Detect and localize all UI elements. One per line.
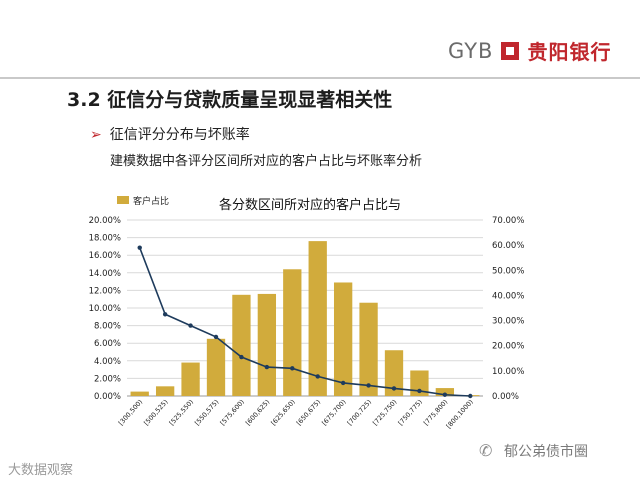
header-divider (0, 77, 640, 79)
footer-account: 郁公弟债市圈 (504, 444, 588, 460)
line-point (417, 388, 422, 394)
y-left-tick-label: 18.00% (89, 234, 121, 244)
bar (130, 391, 149, 396)
x-tick-label: [650,675) (295, 398, 322, 427)
chart-title: 各分数区间所对应的客户占比与 (219, 197, 401, 213)
page-title: 3.2 征信分与贷款质量呈现显著相关性 (67, 89, 393, 111)
y-left-tick-label: 2.00% (94, 374, 121, 384)
legend-label: 客户占比 (133, 195, 169, 207)
y-left-tick-label: 14.00% (89, 269, 121, 279)
y-right-tick-label: 30.00% (492, 317, 524, 327)
bad-debt-line (138, 247, 471, 397)
bullet-arrow-icon: ➢ (90, 127, 102, 143)
x-tick-label: [525,550) (168, 398, 195, 427)
y-right-tick-label: 20.00% (492, 342, 524, 352)
line-point (340, 380, 346, 386)
x-tick-label: [550,575) (193, 398, 220, 427)
bar (232, 294, 251, 396)
bar (257, 293, 277, 396)
x-tick-label: [750,775) (397, 398, 424, 427)
line-point (137, 245, 142, 250)
y-right-tick-label: 40.00% (492, 291, 524, 301)
x-tick-label: [300,500) (117, 398, 144, 427)
x-tick-label: [725,750) (371, 398, 398, 427)
bar (384, 350, 404, 396)
x-tick-label: [675,700) (320, 398, 347, 427)
bank-logo: GYB 贵阳银行 (448, 36, 611, 65)
subtitle: 建模数据中各评分区间所对应的客户占比与坏账率分析 (110, 154, 423, 169)
legend-swatch (117, 196, 129, 204)
y-left-tick-label: 12.00% (89, 286, 121, 296)
line-point (264, 364, 270, 370)
line-point (213, 334, 219, 340)
line-point (391, 386, 397, 391)
y-left-tick-label: 20.00% (89, 216, 121, 226)
y-left-tick-label: 10.00% (89, 304, 121, 314)
x-tick-label: [600,625) (244, 398, 271, 427)
x-tick-label: [700,725) (346, 398, 373, 427)
bar (206, 338, 226, 396)
line-point (290, 366, 295, 371)
line-point (239, 354, 244, 360)
line-point (366, 383, 371, 388)
bullet-item: ➢ 征信评分分布与坏账率 (90, 124, 250, 144)
bar (410, 370, 429, 396)
y-left-tick-label: 6.00% (94, 339, 121, 349)
bar (155, 386, 175, 396)
y-right-tick-label: 60.00% (492, 241, 524, 251)
y-right-tick-label: 50.00% (492, 266, 524, 276)
y-left-tick-label: 4.00% (94, 357, 121, 367)
y-left-tick-label: 16.00% (89, 251, 121, 261)
bar (435, 388, 455, 396)
y-right-tick-label: 10.00% (492, 367, 524, 377)
bar (181, 362, 200, 396)
y-left-tick-label: 8.00% (94, 322, 121, 332)
bar (283, 269, 302, 396)
footer-watermark: 大数据观察 (8, 463, 74, 478)
y-left-tick-label: 0.00% (94, 392, 121, 402)
x-tick-label: [575,600) (219, 398, 246, 427)
bar (308, 241, 327, 396)
logo-text: GYB (448, 38, 494, 63)
bullet-text: 征信评分分布与坏账率 (109, 127, 250, 143)
line-point (468, 393, 473, 399)
x-tick-label: [500,525) (142, 398, 169, 427)
bar (333, 282, 353, 396)
wechat-icon: ✆ (479, 441, 493, 460)
x-tick-label: [800,1000) (445, 398, 475, 430)
line-point (188, 323, 193, 328)
line-point (315, 374, 320, 379)
logo-cn-text: 贵阳银行 (527, 40, 612, 64)
bar (359, 302, 378, 396)
line-point (162, 312, 168, 317)
line-point (442, 392, 448, 397)
logo-mark-icon (501, 41, 520, 60)
y-right-tick-label: 0.00% (492, 392, 519, 402)
x-tick-label: [625,650) (269, 398, 296, 427)
y-right-tick-label: 70.00% (492, 216, 524, 226)
